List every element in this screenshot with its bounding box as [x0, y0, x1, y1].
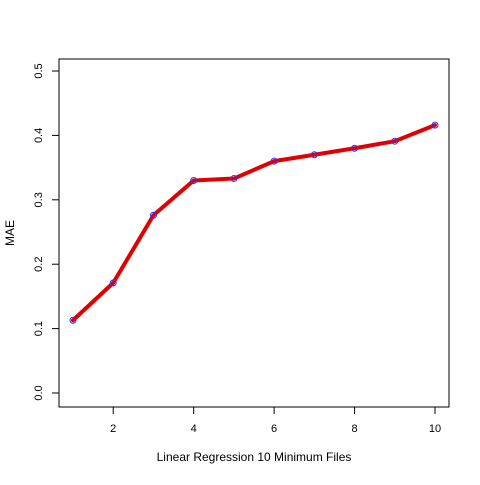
x-axis: 2 4 6 8 10: [110, 407, 441, 435]
y-tick-label: 0.4: [33, 128, 45, 143]
x-tick-label: 8: [351, 423, 357, 435]
y-tick-label: 0.3: [33, 192, 45, 207]
series-layer: [69, 121, 439, 324]
data-point: [270, 157, 278, 165]
data-point: [190, 176, 198, 184]
y-tick-label: 0.5: [33, 63, 45, 78]
x-tick-label: 2: [110, 423, 116, 435]
y-tick-label: 0.0: [33, 385, 45, 400]
data-point: [310, 151, 318, 159]
y-axis: 0.0 0.1 0.2 0.3 0.4 0.5: [33, 63, 59, 401]
data-point: [230, 175, 238, 183]
y-tick-label: 0.2: [33, 257, 45, 272]
y-axis-label: MAE: [3, 220, 17, 246]
data-point: [391, 137, 399, 145]
data-point: [351, 144, 359, 152]
x-tick-label: 4: [191, 423, 197, 435]
plot-frame: [58, 58, 450, 408]
y-tick-label: 0.1: [33, 321, 45, 336]
data-point: [431, 121, 439, 129]
x-tick-label: 6: [271, 423, 277, 435]
data-point: [149, 211, 157, 219]
x-axis-label: Linear Regression 10 Minimum Files: [157, 450, 352, 464]
series-line: [71, 123, 437, 323]
data-point: [109, 279, 117, 287]
x-tick-label: 10: [429, 423, 441, 435]
data-point: [69, 316, 77, 324]
